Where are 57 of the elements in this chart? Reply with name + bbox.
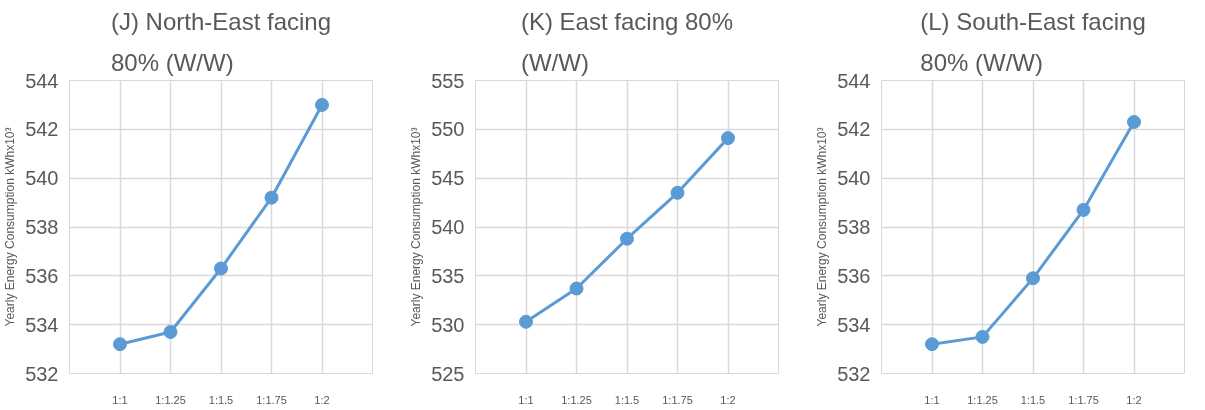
y-tick-label: 536 <box>25 264 59 287</box>
y-axis-title: Yearly Energy Consumption kWhx10³ <box>815 127 830 327</box>
y-tick-label: 534 <box>25 313 59 336</box>
y-tick-label: 534 <box>837 313 871 336</box>
x-tick-label: 1:1.75 <box>1068 393 1099 406</box>
chart-title: (L) South-East facing 80% (W/W) <box>920 8 1146 76</box>
y-axis-title: Yearly Energy Consumption kWhx10³ <box>3 127 18 327</box>
point <box>925 337 939 352</box>
point <box>1127 115 1141 129</box>
point <box>315 97 329 112</box>
x-tick-label: 1:2 <box>1126 393 1142 406</box>
y-tick-label: 538 <box>837 216 871 238</box>
x-tick-label: 1:1 <box>518 393 534 406</box>
y-tick-label: 542 <box>837 118 871 141</box>
x-tick-label: 1:1.25 <box>561 393 592 406</box>
y-tick-label: 542 <box>25 118 59 141</box>
point <box>163 325 178 339</box>
x-tick-label: 1:1.75 <box>256 393 287 406</box>
x-tick-label: 1:1 <box>112 393 128 406</box>
chart-title: (K) East facing 80% (W/W) <box>520 8 734 76</box>
y-tick-label: 525 <box>431 362 465 385</box>
point <box>264 190 279 205</box>
x-tick-label: 1:2 <box>314 393 330 406</box>
point <box>214 261 228 276</box>
point <box>113 337 127 352</box>
point <box>670 185 685 200</box>
x-tick-label: 1:1.75 <box>662 393 693 406</box>
point <box>620 231 634 246</box>
point <box>519 314 533 329</box>
y-tick-label: 540 <box>431 216 465 238</box>
y-tick-label: 530 <box>431 313 465 336</box>
point <box>1076 202 1091 217</box>
y-tick-label: 550 <box>431 118 465 141</box>
y-axis-title: Yearly Energy Consumption kWhx10³ <box>409 127 424 327</box>
y-tick-label: 538 <box>25 216 59 238</box>
y-tick-label: 545 <box>431 167 465 190</box>
x-tick-label: 1:1.5 <box>208 393 234 406</box>
y-tick-label: 544 <box>25 69 59 92</box>
y-tick-label: 540 <box>837 167 871 190</box>
chart-title: (J) North-East facing 80% (W/W) <box>110 8 332 76</box>
y-tick-label: 544 <box>837 69 871 92</box>
x-tick-label: 1:1.25 <box>967 393 998 406</box>
point <box>975 329 990 344</box>
point <box>721 131 735 146</box>
y-tick-label: 540 <box>25 167 59 190</box>
x-tick-label: 1:1.5 <box>1020 393 1046 406</box>
x-tick-label: 1:2 <box>720 393 736 406</box>
y-tick-label: 532 <box>25 362 59 385</box>
y-tick-label: 535 <box>431 264 465 287</box>
point <box>569 281 584 296</box>
point <box>1026 271 1040 286</box>
x-tick-label: 1:1 <box>924 393 940 406</box>
y-tick-label: 555 <box>431 69 465 92</box>
y-tick-label: 532 <box>837 362 871 385</box>
x-tick-label: 1:1.5 <box>614 393 640 406</box>
x-tick-label: 1:1.25 <box>155 393 186 406</box>
y-tick-label: 536 <box>837 264 871 287</box>
